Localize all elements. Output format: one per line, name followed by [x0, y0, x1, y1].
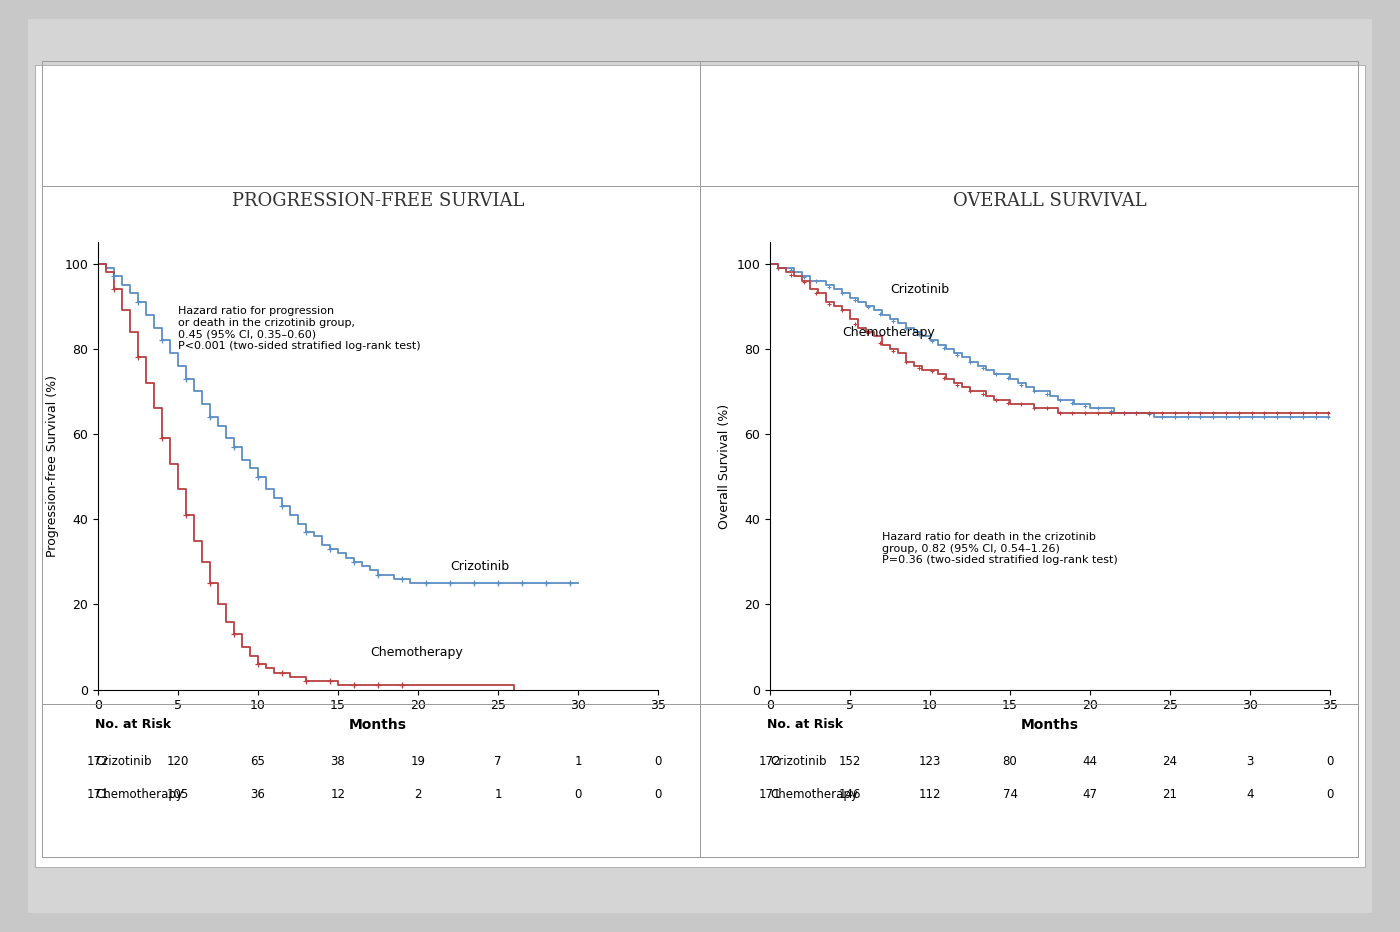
Text: 47: 47 [1082, 788, 1098, 801]
Text: No. at Risk: No. at Risk [767, 718, 843, 731]
Text: 1: 1 [494, 788, 501, 801]
Text: 21: 21 [1162, 788, 1177, 801]
Text: 80: 80 [1002, 755, 1018, 768]
Text: 2: 2 [414, 788, 421, 801]
Text: 7: 7 [494, 755, 501, 768]
Text: 120: 120 [167, 755, 189, 768]
Text: 44: 44 [1082, 755, 1098, 768]
Text: 0: 0 [1326, 788, 1334, 801]
Text: Hazard ratio for death in the crizotinib
group, 0.82 (95% CI, 0.54–1.26)
P=0.36 : Hazard ratio for death in the crizotinib… [882, 532, 1117, 565]
Text: Crizotinib: Crizotinib [890, 283, 949, 296]
Text: 36: 36 [251, 788, 266, 801]
Text: 74: 74 [1002, 788, 1018, 801]
Text: 171: 171 [87, 788, 109, 801]
Y-axis label: Overall Survival (%): Overall Survival (%) [718, 404, 731, 528]
Text: 0: 0 [1326, 755, 1334, 768]
FancyBboxPatch shape [28, 19, 1372, 913]
X-axis label: Months: Months [349, 718, 407, 732]
Text: 123: 123 [918, 755, 941, 768]
Text: 171: 171 [759, 788, 781, 801]
Text: Crizotinib: Crizotinib [449, 560, 510, 573]
Text: 146: 146 [839, 788, 861, 801]
Text: Crizotinib: Crizotinib [770, 755, 826, 768]
Text: 19: 19 [410, 755, 426, 768]
Text: 0: 0 [574, 788, 581, 801]
Text: 24: 24 [1162, 755, 1177, 768]
X-axis label: Months: Months [1021, 718, 1079, 732]
Text: 172: 172 [87, 755, 109, 768]
Text: Hazard ratio for progression
or death in the crizotinib group,
0.45 (95% CI, 0.3: Hazard ratio for progression or death in… [178, 307, 420, 351]
Text: Crizotinib: Crizotinib [95, 755, 151, 768]
Text: Chemotherapy: Chemotherapy [95, 788, 183, 801]
Text: 105: 105 [167, 788, 189, 801]
Text: 1: 1 [574, 755, 582, 768]
FancyBboxPatch shape [35, 65, 1365, 867]
Text: 112: 112 [918, 788, 941, 801]
Text: 3: 3 [1246, 755, 1253, 768]
Text: PROGRESSION-FREE SURVIAL: PROGRESSION-FREE SURVIAL [232, 192, 524, 210]
Text: OVERALL SURVIVAL: OVERALL SURVIVAL [953, 192, 1147, 210]
Text: 0: 0 [654, 755, 662, 768]
Text: 152: 152 [839, 755, 861, 768]
Text: 4: 4 [1246, 788, 1254, 801]
Text: 38: 38 [330, 755, 346, 768]
Y-axis label: Progression-free Survival (%): Progression-free Survival (%) [46, 375, 59, 557]
Text: Chemotherapy: Chemotherapy [841, 326, 935, 339]
Text: 172: 172 [759, 755, 781, 768]
Text: Chemotherapy: Chemotherapy [770, 788, 858, 801]
Text: 0: 0 [654, 788, 662, 801]
Text: 12: 12 [330, 788, 346, 801]
Text: No. at Risk: No. at Risk [95, 718, 171, 731]
Text: 65: 65 [251, 755, 266, 768]
Text: Chemotherapy: Chemotherapy [370, 646, 463, 659]
